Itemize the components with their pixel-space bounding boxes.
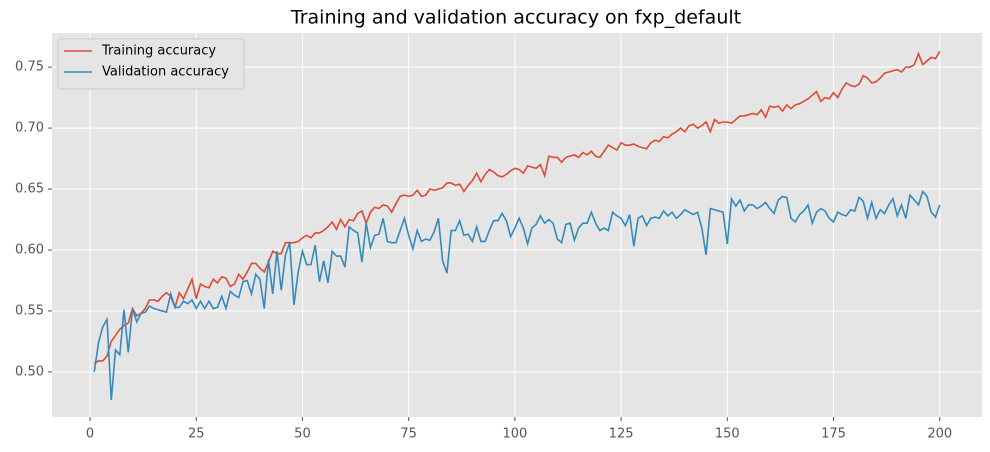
y-tick-label: 0.55 [15,303,44,318]
series-line [93,50,941,365]
grid [52,33,982,417]
x-tick-label: 150 [715,427,740,442]
y-tick-label: 0.75 [15,60,44,75]
y-tick-label: 0.70 [15,121,44,136]
lines [93,50,941,400]
x-tick-label: 200 [927,427,952,442]
x-tick-label: 50 [294,427,311,442]
series-line [93,189,941,400]
legend-label: Training accuracy [101,44,216,59]
chart-title: Training and validation accuracy on fxp_… [290,7,741,29]
y-tick-label: 0.60 [15,242,44,257]
y-tick-label: 0.50 [15,364,44,379]
x-tick-label: 125 [609,427,634,442]
x-tick-label: 75 [400,427,417,442]
x-tick-label: 25 [188,427,205,442]
x-tick-label: 0 [86,427,94,442]
x-tick-label: 175 [821,427,846,442]
axes: 0 25 50 75 100 125 150 175 200 0.50 0.55 0.60 0.65 0.… [15,38,952,442]
x-tick-label: 100 [502,427,527,442]
legend-label: Validation accuracy [102,65,229,80]
legend [57,38,245,90]
y-tick-label: 0.65 [15,182,44,197]
